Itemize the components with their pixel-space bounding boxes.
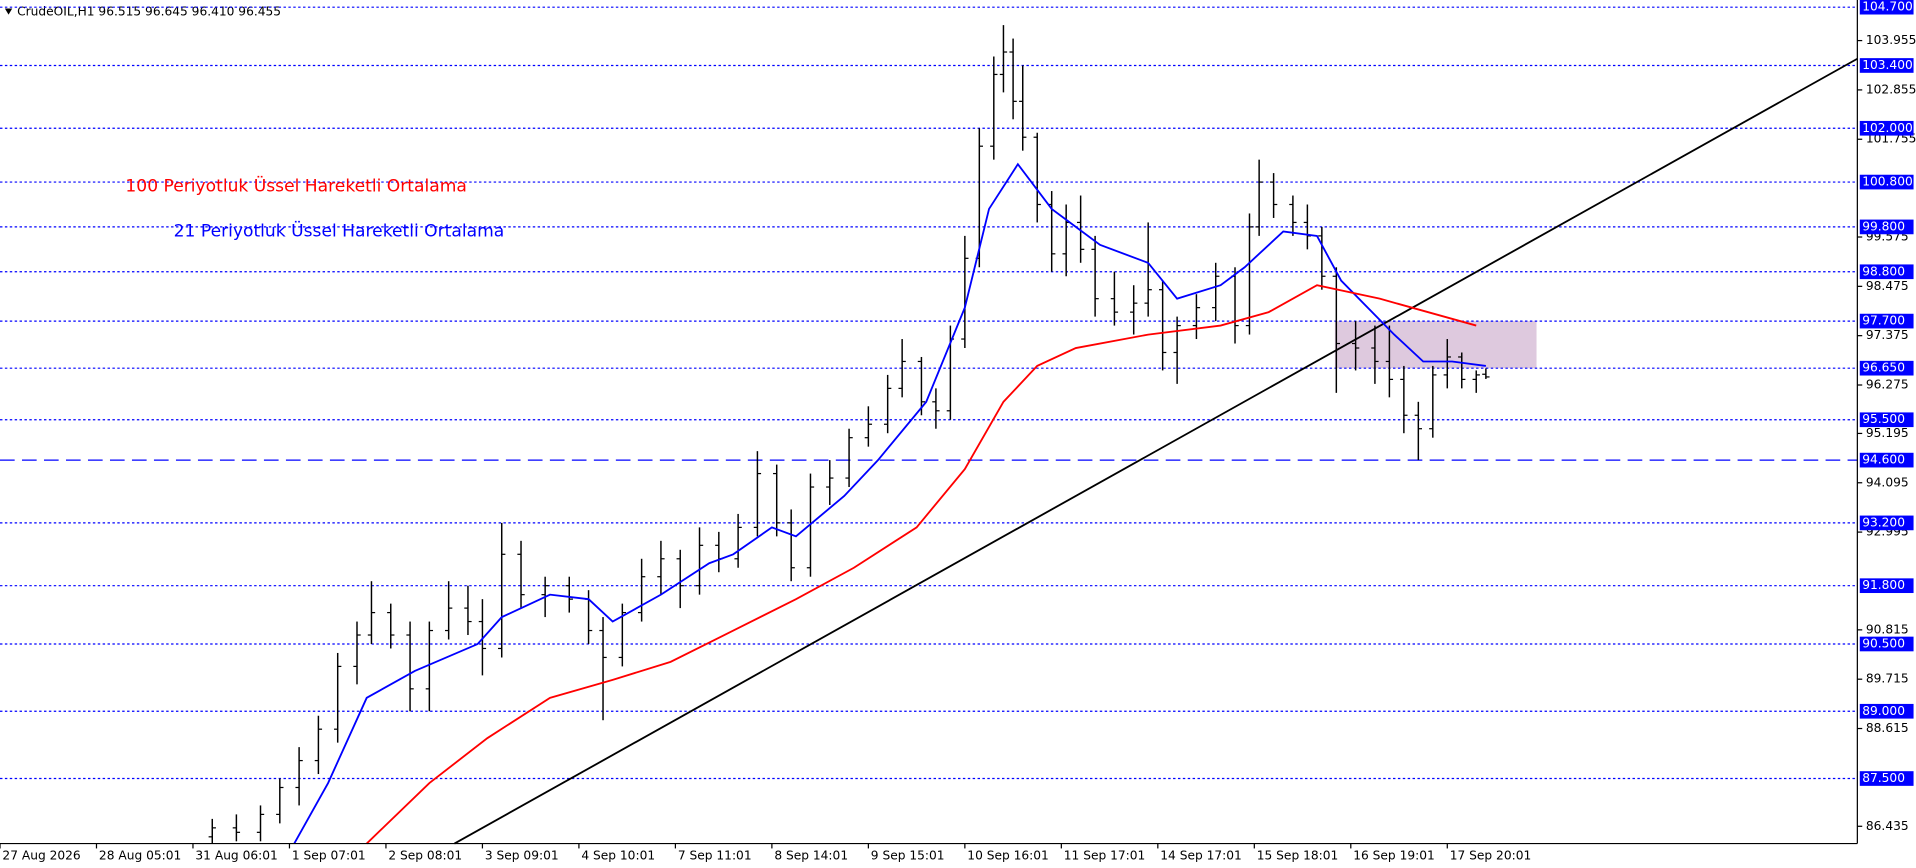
x-tick-label: 7 Sep 11:01 — [678, 848, 752, 862]
x-tick-label: 28 Aug 05:01 — [99, 848, 181, 862]
level-label: 91.800 — [1862, 578, 1905, 592]
chart-title: CrudeOIL,H1 96.515 96.645 96.410 96.455 — [17, 5, 281, 19]
y-tick-label: 89.715 — [1866, 672, 1909, 686]
level-box — [1859, 515, 1914, 531]
y-tick-label: 88.615 — [1866, 721, 1909, 735]
level-box — [1859, 578, 1914, 594]
level-label: 97.700 — [1862, 314, 1905, 328]
x-tick-label: 3 Sep 09:01 — [485, 848, 559, 862]
ema-line — [293, 162, 1486, 844]
level-label: 103.400 — [1862, 58, 1913, 72]
x-tick-label: 17 Sep 20:01 — [1450, 848, 1532, 862]
annotation: 21 Periyotluk Üssel Hareketli Ortalama — [174, 219, 505, 241]
level-box — [1859, 0, 1914, 15]
y-tick-label: 103.955 — [1866, 33, 1916, 47]
x-tick-label: 14 Sep 17:01 — [1160, 848, 1242, 862]
y-tick-label: 90.815 — [1866, 622, 1909, 636]
level-box — [1859, 264, 1914, 280]
level-label: 87.500 — [1862, 771, 1905, 785]
level-label: 99.800 — [1862, 219, 1905, 233]
level-box — [1859, 360, 1914, 376]
level-box — [1859, 219, 1914, 235]
support-label: 94.600 — [1862, 453, 1905, 467]
x-tick-label: 16 Sep 19:01 — [1353, 848, 1435, 862]
level-box — [1859, 174, 1914, 190]
y-tick-label: 95.195 — [1866, 426, 1909, 440]
x-tick-label: 8 Sep 14:01 — [774, 848, 848, 862]
y-tick-label: 94.095 — [1866, 475, 1909, 489]
x-tick-label: 31 Aug 06:01 — [195, 848, 277, 862]
level-box — [1859, 313, 1914, 329]
level-label: 102.000 — [1862, 121, 1913, 135]
annotation: 100 Periyotluk Üssel Hareketli Ortalama — [125, 175, 466, 197]
x-tick-label: 4 Sep 10:01 — [581, 848, 655, 862]
y-tick-label: 97.375 — [1866, 328, 1909, 342]
zone — [1334, 321, 1537, 369]
level-box — [1859, 120, 1914, 136]
support-box — [1859, 452, 1914, 468]
x-tick-label: 15 Sep 18:01 — [1257, 848, 1339, 862]
level-label: 93.200 — [1862, 515, 1905, 529]
x-tick-label: 2 Sep 08:01 — [388, 848, 462, 862]
x-tick-label: 1 Sep 07:01 — [292, 848, 366, 862]
level-label: 95.500 — [1862, 412, 1905, 426]
level-label: 100.800 — [1862, 175, 1913, 189]
level-box — [1859, 771, 1914, 786]
ema-line — [366, 284, 1477, 845]
level-label: 89.000 — [1862, 704, 1905, 718]
level-label: 90.500 — [1862, 636, 1905, 650]
y-tick-label: 98.475 — [1866, 279, 1909, 293]
y-tick-label: 102.855 — [1866, 82, 1916, 96]
level-box — [1859, 636, 1914, 652]
level-label: 104.700 — [1862, 0, 1913, 14]
x-tick-label: 27 Aug 2026 — [2, 848, 80, 862]
x-tick-label: 9 Sep 15:01 — [871, 848, 945, 862]
level-label: 96.650 — [1862, 361, 1905, 375]
level-box — [1859, 412, 1914, 428]
menu-arrow — [4, 8, 13, 15]
level-box — [1859, 58, 1914, 73]
x-tick-label: 11 Sep 17:01 — [1064, 848, 1146, 862]
level-box — [1859, 703, 1914, 719]
y-tick-label: 86.435 — [1866, 819, 1909, 833]
level-label: 98.800 — [1862, 264, 1905, 278]
x-tick-label: 10 Sep 16:01 — [967, 848, 1049, 862]
y-tick-label: 96.275 — [1866, 377, 1909, 391]
trendline — [453, 57, 1858, 845]
